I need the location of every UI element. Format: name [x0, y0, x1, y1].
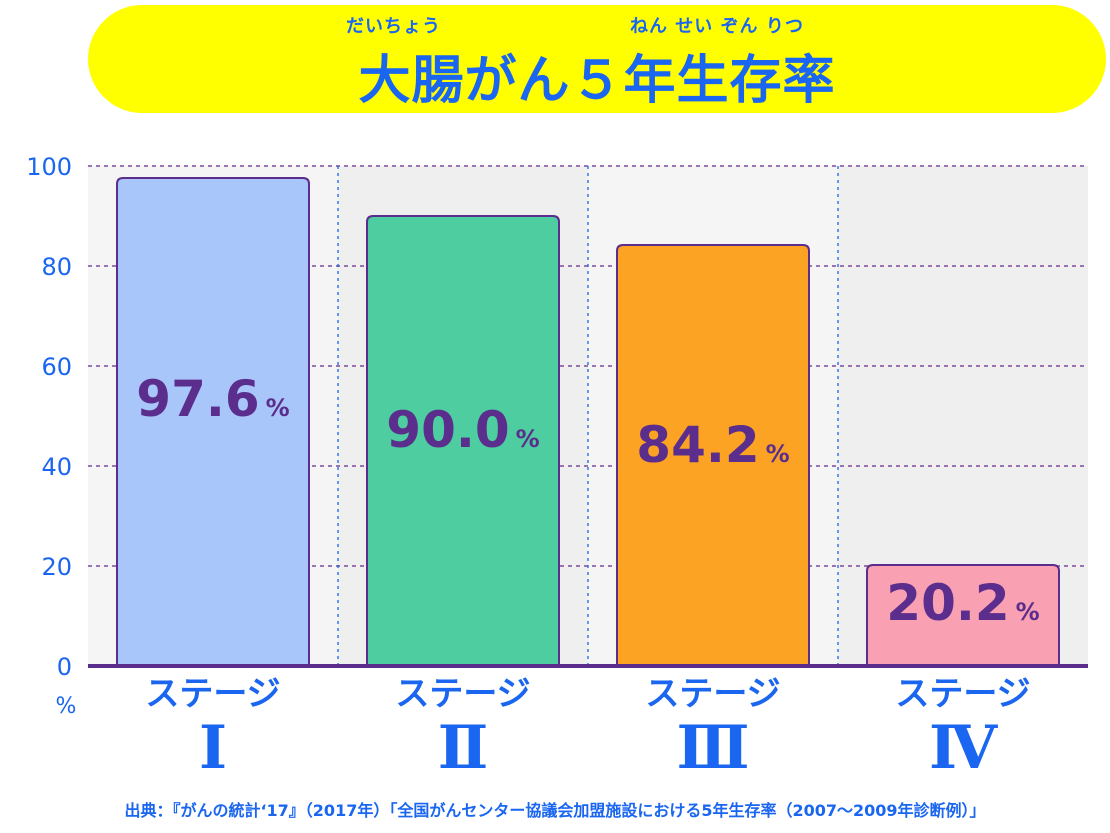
category-label-numeral: Ⅳ: [929, 713, 998, 783]
bar-value-label: 20.2%: [886, 574, 1039, 632]
source-note: 出典：『がんの統計‘17』（2017年）「全国がんセンター協議会加盟施設における…: [124, 801, 986, 820]
category-label-prefix: ステージ: [395, 674, 530, 714]
category-label-numeral: Ⅰ: [199, 713, 227, 783]
y-tick-label: 20: [41, 553, 72, 581]
y-axis-unit-label: %: [56, 694, 77, 719]
y-tick-label: 60: [41, 353, 72, 381]
y-tick-label: 40: [41, 453, 72, 481]
bar: [616, 244, 810, 667]
chart-title: 大腸がん５年生存率: [358, 51, 836, 111]
bar-value-label: 97.6%: [136, 370, 289, 428]
y-tick-label: 100: [26, 153, 72, 181]
category-label-prefix: ステージ: [645, 674, 780, 714]
category-label-numeral: Ⅱ: [438, 713, 489, 783]
category-label-prefix: ステージ: [895, 674, 1030, 714]
y-tick-label: 80: [41, 253, 72, 281]
title-ruby-nenseizonritsu: ねん せい ぞん りつ: [630, 16, 804, 37]
category-label-prefix: ステージ: [145, 674, 280, 714]
y-tick-label: 0: [57, 653, 72, 681]
bar: [866, 564, 1060, 667]
category-label-numeral: Ⅲ: [676, 713, 749, 783]
bar: [116, 177, 310, 667]
title-ruby-daichou: だいちょう: [346, 16, 441, 37]
title-banner: だいちょう ねん せい ぞん りつ 大腸がん５年生存率: [88, 5, 1106, 113]
bar-value-label: 90.0%: [386, 401, 539, 459]
bar-value-label: 84.2%: [636, 416, 789, 474]
bar: [366, 215, 560, 667]
